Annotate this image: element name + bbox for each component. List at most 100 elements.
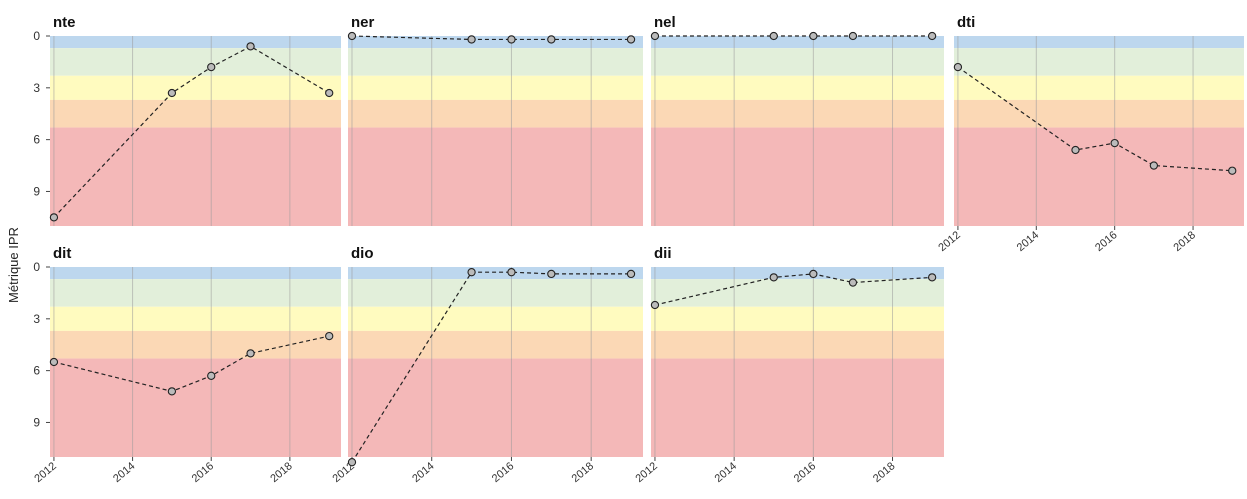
y-axis-title: Métrique IPR <box>6 227 21 303</box>
quality-band <box>50 127 341 226</box>
quality-band <box>50 36 341 49</box>
quality-band <box>50 267 341 280</box>
x-tick-label: 2018 <box>268 460 294 485</box>
data-point <box>927 31 937 41</box>
quality-band <box>954 127 1244 226</box>
quality-band <box>651 330 944 359</box>
data-point <box>626 35 636 44</box>
quality-band <box>651 267 944 280</box>
y-tick-label: 9 <box>33 415 40 429</box>
data-point <box>167 88 177 98</box>
quality-band <box>651 48 944 76</box>
facet-title: dio <box>351 245 374 262</box>
data-point <box>809 31 818 41</box>
data-point <box>1071 145 1080 155</box>
facet-title: dit <box>53 245 71 262</box>
data-point <box>246 349 255 358</box>
x-tick-label: 2014 <box>713 460 739 485</box>
quality-band <box>348 75 643 100</box>
facet-title: nel <box>654 14 676 31</box>
series-line <box>351 35 632 41</box>
quality-band <box>954 75 1244 100</box>
y-tick-label: 3 <box>33 81 40 95</box>
x-tick-label: 2018 <box>570 460 596 485</box>
data-point <box>626 269 636 279</box>
quality-band <box>50 99 341 128</box>
x-tick-label: 2016 <box>792 460 818 485</box>
quality-band <box>348 358 643 457</box>
quality-band <box>348 267 643 280</box>
data-point <box>650 300 660 310</box>
quality-band <box>348 99 643 128</box>
quality-band <box>50 330 341 359</box>
quality-band <box>954 48 1244 76</box>
quality-band <box>348 48 643 76</box>
facet-dit: dit 0 3 6 9 2012 2014 2016 2018 <box>32 245 341 485</box>
data-point <box>467 268 476 277</box>
facet-dti: dti 2012 2014 2016 2018 <box>936 14 1244 254</box>
facet-title: dii <box>654 245 672 262</box>
data-point <box>650 31 660 41</box>
y-tick-label: 6 <box>33 133 40 147</box>
data-point <box>769 31 778 41</box>
quality-band <box>348 36 643 49</box>
data-point <box>927 273 937 282</box>
data-point <box>507 35 516 44</box>
x-tick-label: 2018 <box>871 460 897 485</box>
quality-band <box>651 36 944 49</box>
x-tick-label: 2014 <box>1015 229 1041 254</box>
y-tick-label: 9 <box>33 184 40 198</box>
quality-band <box>50 75 341 100</box>
x-tick-label: 2014 <box>111 460 137 485</box>
data-point <box>167 387 177 396</box>
x-tick-label: 2016 <box>490 460 516 485</box>
quality-band <box>954 36 1244 49</box>
data-point <box>953 62 963 72</box>
facet-ner: ner <box>347 14 643 226</box>
x-tick-label: 2012 <box>936 229 962 254</box>
x-tick-label: 2016 <box>1093 229 1119 254</box>
data-point <box>467 35 476 44</box>
data-point <box>769 273 778 282</box>
x-tick-label: 2016 <box>190 460 216 485</box>
facet-nel: nel <box>650 14 944 226</box>
x-tick-label: 2012 <box>32 460 58 485</box>
data-point <box>325 331 334 341</box>
y-tick-label: 0 <box>33 260 40 274</box>
facet-title: ner <box>351 14 375 31</box>
quality-band <box>348 127 643 226</box>
y-tick-label: 0 <box>33 29 40 43</box>
data-point <box>547 35 556 44</box>
quality-band <box>651 306 944 331</box>
data-point <box>848 278 858 287</box>
data-point <box>1228 166 1237 175</box>
data-point <box>809 269 818 279</box>
x-tick-label: 2014 <box>410 460 436 485</box>
facet-nte: nte 0 3 6 9 <box>33 14 341 226</box>
data-point <box>49 357 59 367</box>
quality-band <box>651 99 944 128</box>
facet-title: nte <box>53 14 76 31</box>
y-tick-label: 3 <box>33 312 40 326</box>
data-point <box>49 213 59 222</box>
quality-band <box>50 48 341 76</box>
series-line <box>351 271 632 463</box>
data-point <box>347 458 357 467</box>
quality-band <box>348 306 643 331</box>
facet-dii: dii 2012 2014 2016 2018 <box>633 245 944 485</box>
quality-band <box>50 279 341 307</box>
facet-title: dti <box>957 14 975 31</box>
data-point <box>246 42 255 51</box>
y-tick-label: 6 <box>33 364 40 378</box>
data-point <box>848 31 858 41</box>
data-point <box>325 88 334 98</box>
data-point <box>1149 161 1159 170</box>
quality-band <box>348 279 643 307</box>
quality-band <box>651 358 944 457</box>
data-point <box>207 371 216 380</box>
quality-band <box>50 358 341 457</box>
quality-band <box>651 75 944 100</box>
x-tick-label: 2012 <box>633 460 659 485</box>
